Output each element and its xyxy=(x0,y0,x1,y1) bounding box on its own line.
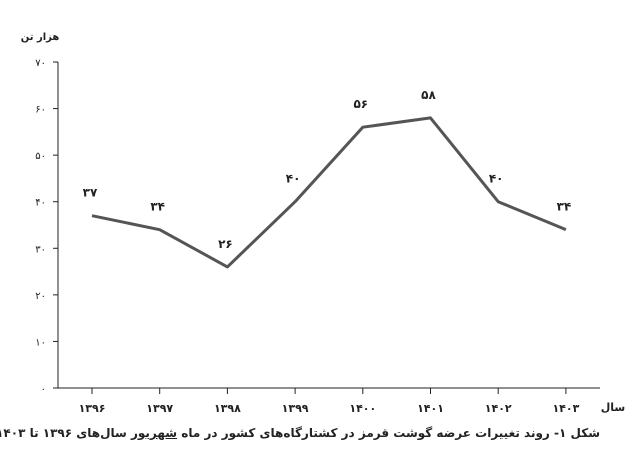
figure-caption: شکل ۱- روند تغییرات عرضه گوشت قرمز در کش… xyxy=(0,426,600,448)
data-label: ۵۶ xyxy=(353,97,368,111)
data-label: ۴۰ xyxy=(489,172,504,186)
caption-underlined: شهریور xyxy=(130,426,178,440)
caption-part-1: شکل ۱- روند تغییرات عرضه گوشت قرمز در کش… xyxy=(181,426,600,440)
x-tick-label: ۱۳۹۸ xyxy=(214,402,241,415)
x-tick-label: ۱۳۹۷ xyxy=(146,402,173,415)
y-tick-label: ۰ xyxy=(41,384,46,395)
x-tick-label: ۱۴۰۲ xyxy=(485,402,512,415)
data-labels: ۳۷ ۳۴ ۲۶ ۴۰ ۵۶ ۵۸ ۴۰ ۳۴ xyxy=(83,88,572,251)
x-tick-label: ۱۳۹۶ xyxy=(79,402,106,415)
x-tick-label: ۱۴۰۳ xyxy=(552,402,579,415)
y-ticks: ۰ ۱۰ ۲۰ ۳۰ ۴۰ ۵۰ ۶۰ ۷۰ xyxy=(35,58,58,395)
x-axis-label: سال xyxy=(601,401,626,414)
data-label: ۳۷ xyxy=(83,186,98,200)
y-tick-label: ۵۰ xyxy=(35,151,46,162)
x-tick-label: ۱۳۹۹ xyxy=(282,402,309,415)
data-label: ۲۶ xyxy=(218,237,233,251)
y-tick-label: ۴۰ xyxy=(35,198,46,209)
x-tick-label: ۱۴۰۰ xyxy=(349,402,376,415)
y-tick-label: ۲۰ xyxy=(35,291,46,302)
x-tick-label: ۱۴۰۱ xyxy=(417,402,444,415)
data-label: ۳۴ xyxy=(557,200,572,214)
data-label: ۵۸ xyxy=(421,88,436,102)
data-label: ۳۴ xyxy=(150,200,165,214)
line-chart: هزار تن ۰ ۱۰ ۲۰ ۳۰ ۴۰ ۵۰ ۶۰ ۷۰ ۱۳۹۶ ۱۳۹۷ ۱۳۹۸ ۱۳۹۹… xyxy=(21,32,626,415)
y-tick-label: ۳۰ xyxy=(35,244,46,255)
caption-part-2: سال‌های ۱۳۹۶ تا ۱۴۰۳ xyxy=(0,426,127,440)
y-tick-label: ۱۰ xyxy=(35,337,46,348)
y-tick-label: ۶۰ xyxy=(35,105,46,116)
y-tick-label: ۷۰ xyxy=(35,58,46,69)
data-label: ۴۰ xyxy=(286,172,301,186)
series-line xyxy=(91,116,567,269)
x-ticks: ۱۳۹۶ ۱۳۹۷ ۱۳۹۸ ۱۳۹۹ ۱۴۰۰ ۱۴۰۱ ۱۴۰۲ ۱۴۰۳ xyxy=(79,388,580,415)
y-axis-label: هزار تن xyxy=(21,32,60,43)
